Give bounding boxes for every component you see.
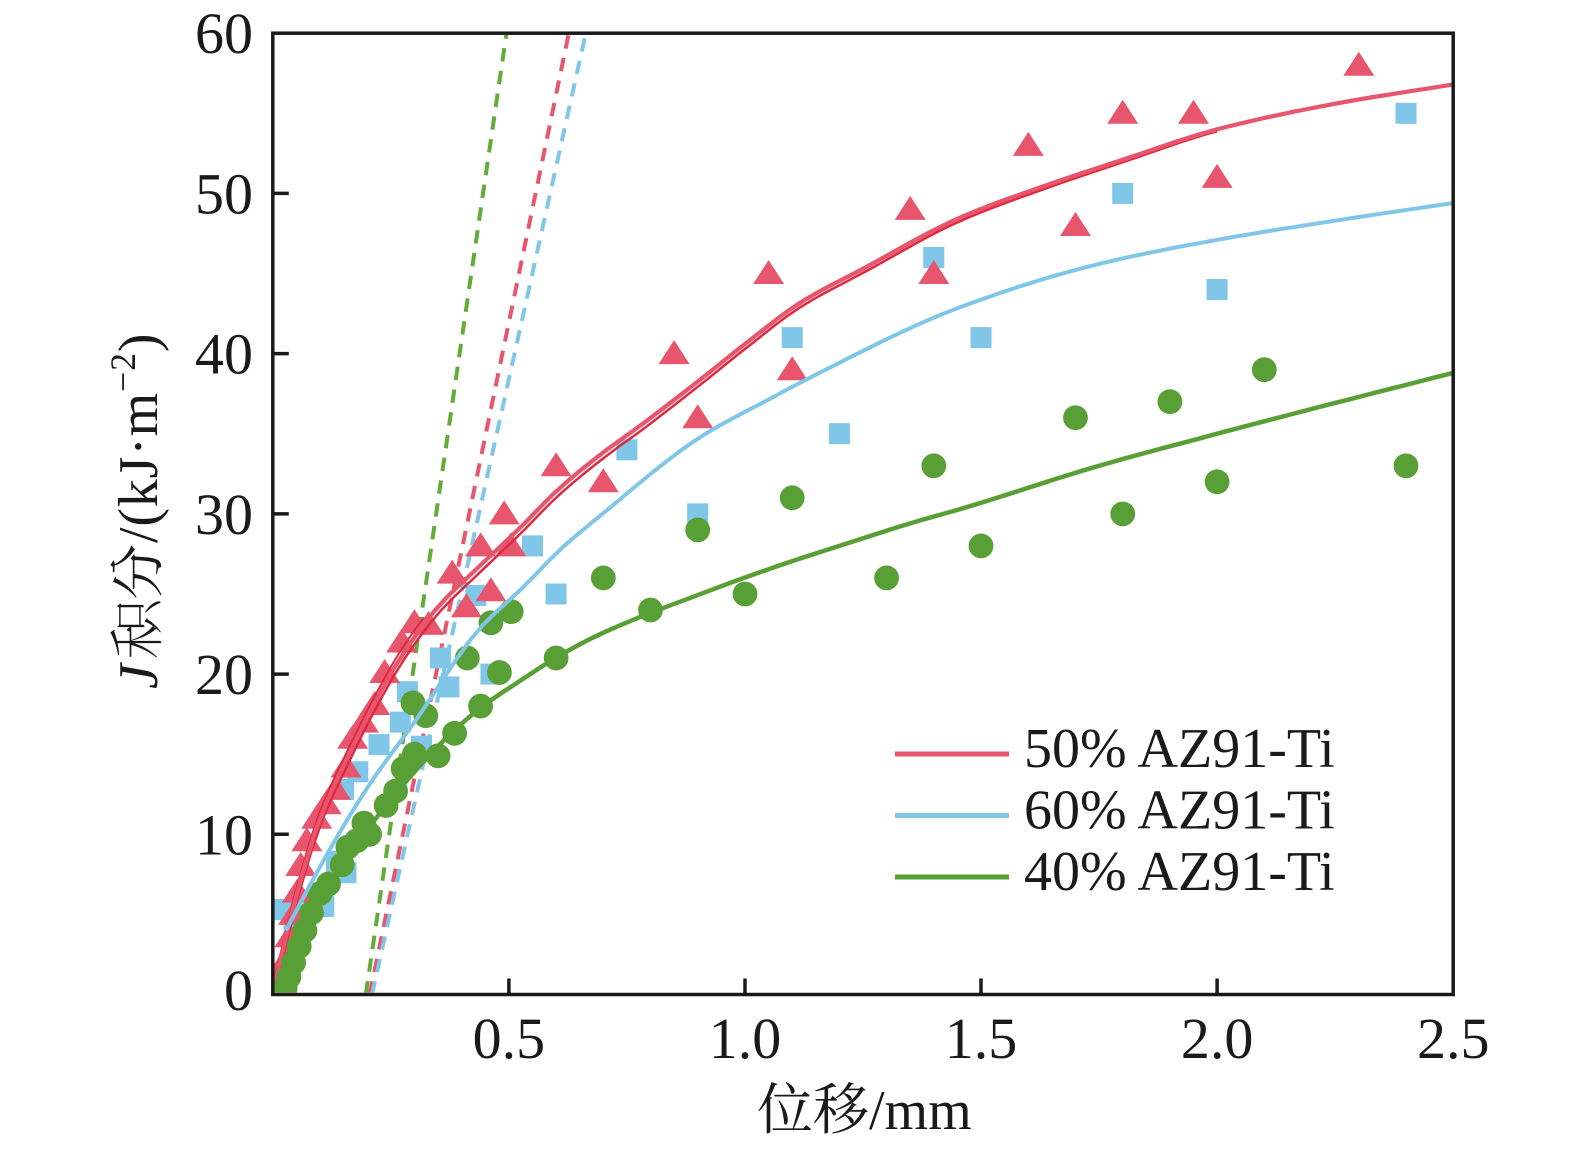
svg-text:40% AZ91-Ti: 40% AZ91-Ti (1024, 841, 1335, 903)
svg-text:50% AZ91-Ti: 50% AZ91-Ti (1024, 718, 1335, 780)
svg-text:60% AZ91-Ti: 60% AZ91-Ti (1024, 780, 1335, 842)
svg-text:0.5: 0.5 (473, 1006, 546, 1071)
svg-text:/mm: /mm (869, 1080, 972, 1142)
svg-text:60: 60 (195, 1, 253, 66)
svg-text:1.5: 1.5 (945, 1006, 1018, 1071)
svg-text:0: 0 (224, 958, 253, 1023)
svg-text:50: 50 (195, 161, 253, 226)
svg-text:2.5: 2.5 (1417, 1006, 1490, 1071)
svg-text:1.0: 1.0 (709, 1006, 782, 1071)
svg-text:J: J (108, 661, 170, 689)
svg-text:40: 40 (195, 322, 253, 387)
svg-text:10: 10 (195, 802, 253, 867)
svg-text:30: 30 (195, 482, 253, 547)
svg-text:20: 20 (195, 642, 253, 707)
svg-text:2.0: 2.0 (1181, 1006, 1254, 1071)
